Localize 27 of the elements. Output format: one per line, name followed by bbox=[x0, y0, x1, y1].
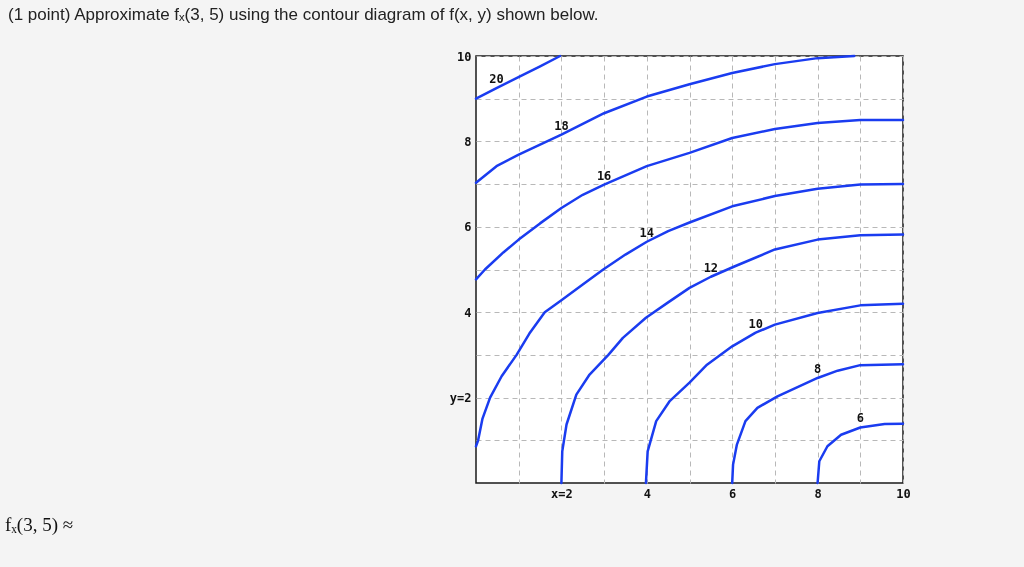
y-tick-label: 10 bbox=[457, 49, 472, 64]
line-series bbox=[474, 182, 905, 448]
x-tick-label: x=2 bbox=[551, 486, 573, 501]
line-series bbox=[474, 54, 856, 185]
line-series bbox=[644, 302, 905, 485]
series-label: 10 bbox=[748, 316, 763, 331]
x-tick-label: 10 bbox=[896, 486, 911, 501]
series-label: 20 bbox=[489, 72, 504, 87]
series-label: 12 bbox=[703, 260, 719, 275]
y-tick-label: 8 bbox=[464, 134, 472, 149]
line-series bbox=[474, 54, 562, 100]
line-series bbox=[474, 118, 905, 281]
line-series bbox=[730, 363, 905, 485]
x-tick-label: 8 bbox=[814, 486, 822, 501]
x-tick-label: 4 bbox=[643, 486, 651, 501]
y-tick-label: 4 bbox=[464, 305, 472, 320]
series-label: 8 bbox=[813, 361, 822, 376]
text: fₓ(3, 5) ≈ bbox=[5, 514, 74, 536]
series-label: 16 bbox=[596, 168, 612, 183]
text: (1 point) Approximate fₓ(3, 5) using the contour diagram of f(x, y) shown below. bbox=[8, 5, 599, 24]
series-label: 6 bbox=[856, 411, 864, 426]
line-series bbox=[816, 422, 905, 485]
y-tick-label: y=2 bbox=[449, 391, 472, 406]
series-label: 18 bbox=[554, 118, 569, 133]
y-tick-label: 6 bbox=[464, 220, 472, 235]
series-label: 14 bbox=[639, 225, 655, 240]
x-tick-label: 6 bbox=[729, 486, 737, 501]
